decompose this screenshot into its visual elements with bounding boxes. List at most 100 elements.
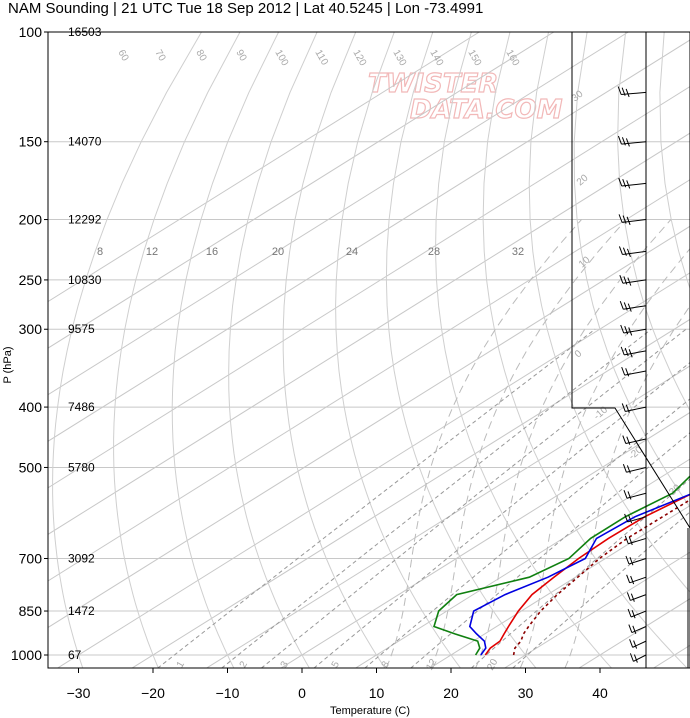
x-tick-label: −20 (141, 685, 165, 701)
dry-adiabat-label: 100 (272, 48, 290, 68)
wind-barb-flag (619, 301, 624, 310)
dry-adiabat-label: 160 (503, 48, 521, 68)
pressure-tick-label: 700 (19, 550, 43, 566)
mixing-ratio-bottom-label: 2 (238, 659, 251, 670)
wind-barb (619, 275, 647, 286)
wind-barb-flag (623, 302, 628, 311)
wind-barb-flag (617, 86, 622, 95)
dry-adiabat (171, 32, 280, 668)
x-axis-label: Temperature (C) (330, 705, 410, 717)
wind-barb-flag (620, 324, 625, 334)
wind-barb-flag (621, 137, 626, 146)
wind-barb-flag (633, 640, 638, 649)
dry-adiabat (617, 32, 690, 412)
dry-adiabat (282, 32, 386, 668)
dry-adiabat (113, 32, 241, 668)
wind-barb-flag (622, 435, 627, 444)
mixing-ratio-label: 24 (346, 246, 358, 258)
wind-barb-flag (621, 403, 626, 412)
wind-barb-staff (621, 141, 647, 145)
watermark-line-1: TWISTER (368, 69, 498, 99)
chart-title: NAM Sounding | 21 UTC Tue 18 Sep 2012 | … (8, 0, 483, 17)
moist-adiabat-label: 20 (575, 172, 591, 188)
wind-barb-flag (626, 216, 631, 225)
mixing-ratio-bottom-label: 3 (279, 659, 292, 670)
wind-barb-staff (622, 219, 647, 223)
wind-barb-flag (626, 592, 631, 601)
mixing-ratio-label: 20 (272, 246, 284, 258)
plot-frame (47, 31, 690, 669)
isotherm (48, 32, 480, 303)
moist-adiabat-label: 10 (577, 254, 593, 270)
mixing-ratio-line (221, 328, 652, 668)
mixing-ratio-line (260, 328, 687, 668)
wind-barb (618, 246, 647, 258)
wind-barb-flag (625, 555, 630, 565)
dry-adiabat (528, 32, 690, 593)
height-label: 3092 (68, 551, 95, 565)
wind-barb-flag (627, 491, 632, 500)
mixing-ratio-label: 32 (512, 246, 524, 258)
moist-adiabat (564, 305, 690, 668)
mixing-ratio-label: 16 (206, 246, 218, 258)
wind-barb (617, 135, 647, 147)
mixing-ratio-bottom-label: 8 (380, 659, 393, 670)
wind-barb-flag (628, 327, 633, 336)
pressure-tick-label: 100 (19, 24, 43, 40)
wind-barb-staff (622, 250, 647, 255)
wind-barb-flag (626, 574, 631, 583)
wind-barb-flag (623, 276, 628, 285)
wind-barb (626, 574, 647, 585)
wind-barb (625, 555, 647, 566)
dry-adiabat (385, 32, 537, 668)
dry-adiabat-label: 140 (427, 48, 445, 68)
wind-barb-flag (630, 593, 635, 602)
height-label: 10830 (68, 273, 102, 287)
sounding-line-e00000 (484, 493, 690, 656)
pressure-tick-label: 300 (19, 321, 43, 337)
wind-barb-flag (620, 346, 625, 356)
x-tick-label: 40 (592, 685, 608, 701)
wind-barb-flag (625, 404, 630, 413)
wind-barb-flag (630, 575, 635, 585)
isotherm (48, 225, 690, 629)
dry-adiabat-label: 150 (465, 48, 483, 68)
wind-barb-flag (617, 135, 622, 145)
wind-barb (623, 490, 647, 500)
mixing-ratio-line (410, 432, 690, 668)
mixing-ratio-line (313, 361, 690, 668)
sounding-line-0000e0 (468, 493, 690, 656)
wind-barb-flag (622, 179, 627, 188)
pressure-tick-label: 850 (19, 603, 43, 619)
pressure-tick-label: 150 (19, 134, 43, 150)
height-label: 14070 (68, 135, 102, 149)
wind-barb-flag (628, 624, 633, 633)
wind-region-outline (571, 32, 690, 529)
wind-barb (618, 214, 647, 225)
dry-adiabat-label: 80 (193, 48, 208, 64)
pressure-tick-label: 200 (19, 212, 43, 228)
wind-barb-flag (625, 88, 630, 98)
wind-barb-flag (627, 608, 632, 618)
wind-barb (621, 403, 647, 413)
wind-barb (617, 86, 647, 98)
dry-adiabat (335, 32, 462, 668)
twisterdata-watermark: TWISTER DATA.COM (367, 68, 563, 125)
pressure-tick-label: 250 (19, 272, 43, 288)
dry-adiabat-label: 120 (350, 48, 368, 68)
isotherm (48, 179, 690, 582)
wind-barb-flag (632, 625, 637, 634)
wind-barb-flag (629, 653, 634, 662)
isotherm (57, 272, 690, 668)
wind-barb-flag (626, 465, 631, 474)
x-tick-label: −30 (67, 685, 91, 701)
dry-adiabat (659, 32, 690, 290)
height-label: 9575 (68, 322, 95, 336)
dry-adiabat-label: 130 (390, 48, 408, 68)
wind-barb (629, 653, 647, 663)
isotherm (48, 85, 690, 489)
isotherm (355, 458, 690, 668)
x-tick-label: 30 (518, 685, 534, 701)
wind-barb-flag (622, 464, 627, 473)
